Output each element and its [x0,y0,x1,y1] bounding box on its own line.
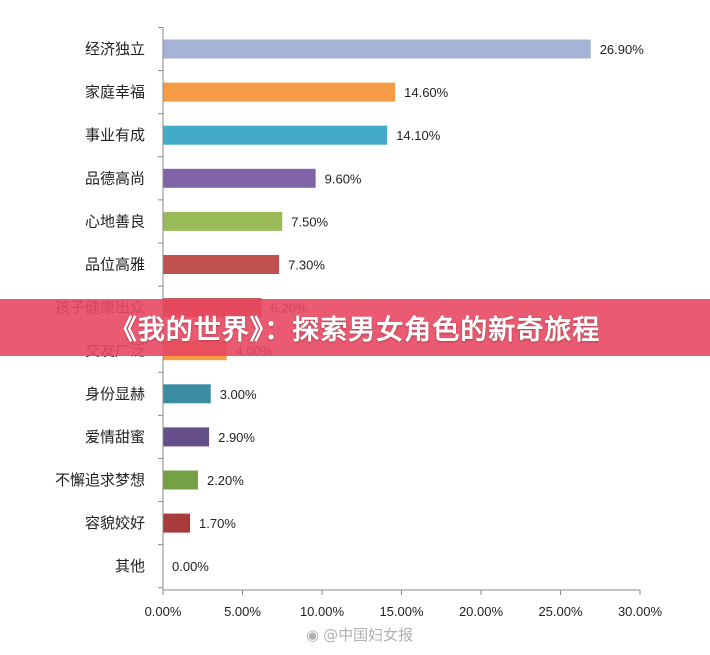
x-axis: 0.00% 5.00% 10.00% 15.00% 20.00% 25.00% 30.00% [145,26,663,619]
category-label: 不懈追求梦想 [55,471,145,489]
title-banner: 《我的世界》：探索男女角色的新奇旅程 [0,299,710,356]
value-label: 9.60% [325,171,362,186]
bar [163,384,211,404]
category-label: 其他 [115,557,145,575]
category-label: 品德高尚 [85,169,145,187]
bar [163,39,591,59]
value-label: 3.00% [220,387,257,402]
value-label: 2.90% [218,430,255,445]
value-label: 26.90% [600,42,645,57]
bar [163,168,316,188]
x-tick-label: 20.00% [459,604,504,619]
category-label: 经济独立 [85,40,145,58]
bar [163,211,283,231]
value-label: 14.60% [404,85,449,100]
category-label: 身份显赫 [85,385,145,403]
bar [163,125,388,145]
x-tick-label: 15.00% [379,604,424,619]
value-label: 7.30% [288,258,325,273]
watermark: ◉ @中国妇女报 [306,624,413,645]
value-label: 2.20% [207,473,244,488]
bar [163,255,280,274]
x-tick-label: 30.00% [618,604,663,619]
value-label: 0.00% [172,559,209,574]
value-label: 14.10% [396,128,441,143]
weibo-icon: ◉ [306,625,320,644]
value-label: 1.70% [199,516,236,531]
x-tick-label: 0.00% [145,604,182,619]
bar [163,82,396,102]
category-label: 爱情甜蜜 [85,428,145,446]
bar [163,470,198,490]
category-label: 心地善良 [85,212,145,230]
x-tick-label: 10.00% [300,604,345,619]
category-label: 容貌姣好 [85,514,145,532]
category-label: 品位高雅 [85,256,145,274]
x-tick-label: 5.00% [224,604,261,619]
watermark-text: @中国妇女报 [323,626,414,644]
category-label: 家庭幸福 [85,83,145,101]
value-label: 7.50% [291,214,328,229]
category-label: 事业有成 [85,126,145,144]
x-tick-label: 25.00% [538,604,583,619]
bars-layer [163,39,591,533]
bar [163,513,191,533]
bar [163,427,210,447]
banner-text: 《我的世界》：探索男女角色的新奇旅程 [109,315,601,346]
